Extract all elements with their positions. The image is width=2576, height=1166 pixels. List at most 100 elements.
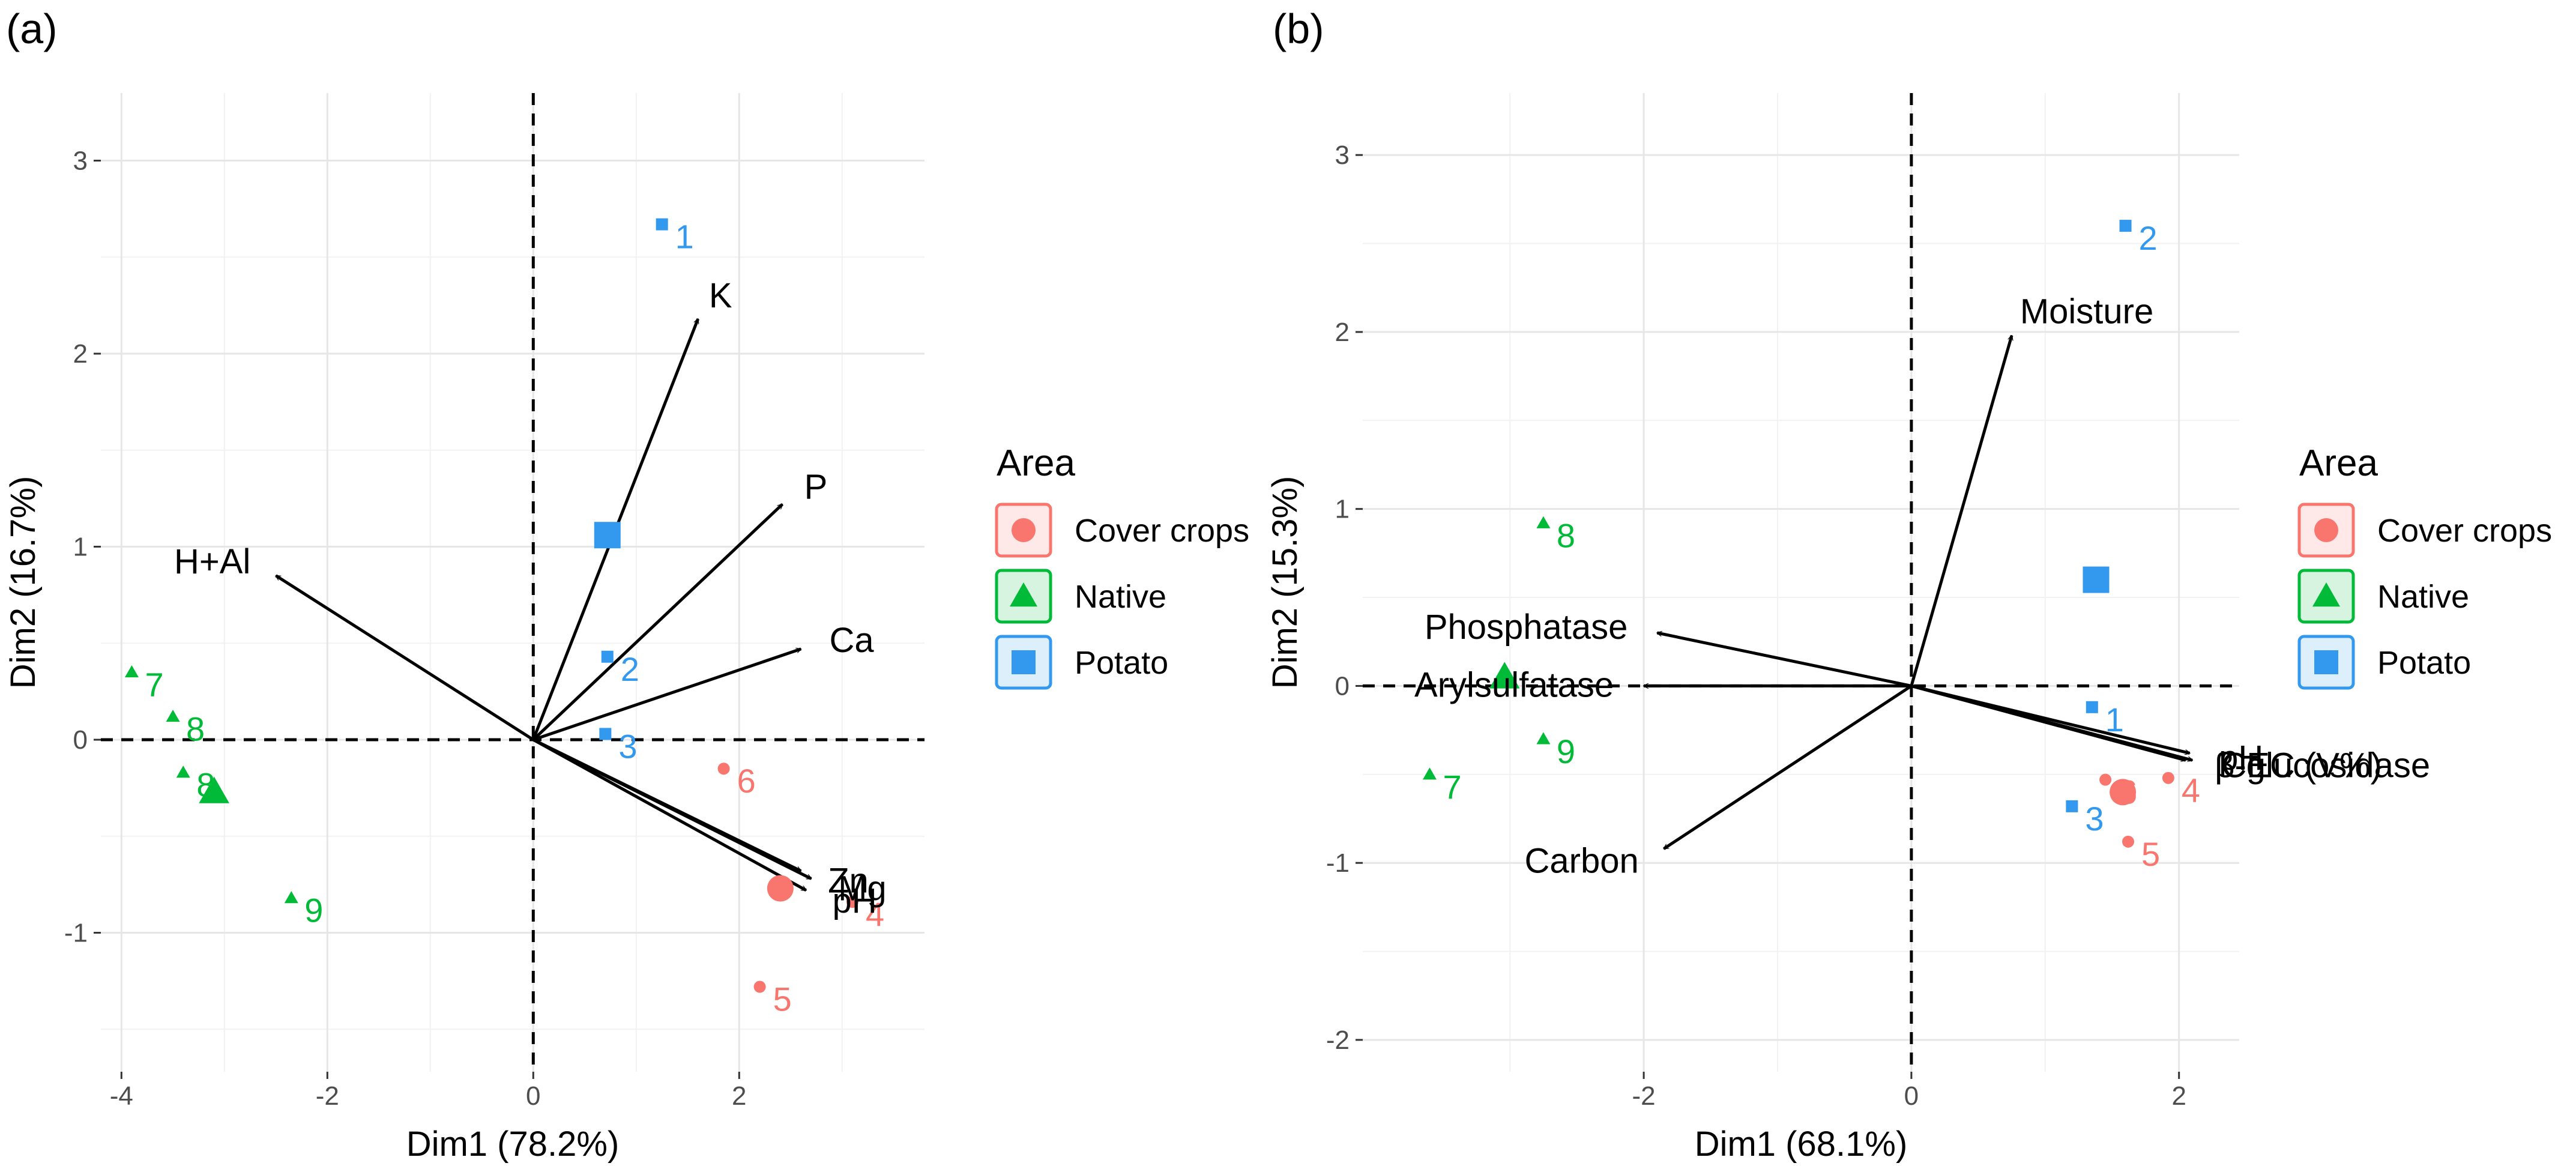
panel2-vector-moisture <box>1910 336 2012 687</box>
panel2-legend-label-potato: Potato <box>2377 645 2471 681</box>
panel1-legend-symbol-cover-crops <box>1012 518 1036 542</box>
panel2-chart: -2 0 2 -2 -1 0 1 2 3 456 8 7 9 2 1 3 Moisture Phosphatase… <box>1265 5 2552 1164</box>
panel2-cover-crops-mean-marker <box>2110 779 2137 806</box>
panel1-vector-label-k: K <box>709 276 732 315</box>
panel1-tick-label-x: -4 <box>110 1081 133 1111</box>
panel1-native-point-label: 8 <box>186 710 205 748</box>
panel1-legend-symbol-native <box>1010 582 1037 607</box>
panel2-vector-label-phosphatase: Phosphatase <box>1425 608 1628 647</box>
panel1-tick-label-x: 2 <box>732 1081 746 1111</box>
panel2-legend-symbol-native <box>2312 582 2340 607</box>
panel1-cover-crops-point <box>846 896 858 908</box>
panel2-potato-point <box>2119 220 2132 232</box>
panel2-native-point <box>1536 516 1551 528</box>
panel2-cover-crops-point <box>2122 835 2134 848</box>
panel2-potato-point <box>2086 701 2098 713</box>
panel1-label: (a) <box>6 5 58 52</box>
panel1-cover-crops-point-label: 4 <box>866 895 884 933</box>
panel1-legend-label-native: Native <box>1075 579 1166 615</box>
panel1-vector-label-p: P <box>804 467 828 506</box>
panel2-potato-point-label: 2 <box>2139 219 2158 257</box>
panel1-x-axis-title: Dim1 (78.2%) <box>406 1125 620 1164</box>
panel2-tick-label-y: 0 <box>1335 671 1350 701</box>
panel1-native-point-label: 9 <box>304 892 323 929</box>
panel1-cover-crops-point <box>753 980 766 993</box>
panel1-cover-crops-point-label: 6 <box>737 762 756 800</box>
panel2-native-point <box>1536 732 1551 745</box>
panel1-cover-crops-point-label: 5 <box>773 980 792 1018</box>
panel1-y-axis-title: Dim2 (16.7%) <box>4 476 43 689</box>
panel1-vector-h-al <box>276 574 534 742</box>
panel1-native-point <box>176 766 190 778</box>
panel2-legend-symbol-potato <box>2314 650 2338 674</box>
panel2-native-point <box>1422 767 1437 780</box>
panel1-potato-point <box>601 650 614 663</box>
panel1-potato-point-label: 3 <box>618 727 637 765</box>
panel2-potato-point <box>2066 800 2078 812</box>
panel2-legend-label-native: Native <box>2377 579 2469 615</box>
panel2-tick-label-x: -2 <box>1632 1081 1656 1111</box>
panel2-native-point-label: 8 <box>1557 516 1575 554</box>
panel1-potato-point <box>656 218 668 231</box>
panel1-legend-label-cover-crops: Cover crops <box>1075 513 1249 549</box>
panel2-legend: Area Cover crops Native Potato <box>2297 443 2552 690</box>
panel2-native-point-label: 7 <box>1443 768 1461 806</box>
panel2-vector-label-cec-v: CEC (V%) <box>2221 746 2381 785</box>
panel1-vector-ca <box>532 647 801 742</box>
panel2-cover-crops-point-label: 4 <box>2182 772 2200 809</box>
panel1-legend-label-potato: Potato <box>1075 645 1168 681</box>
panel1-native-point <box>124 665 139 678</box>
panel1-potato-point-label: 1 <box>675 218 694 256</box>
panel1-vector-label-ca: Ca <box>830 621 875 660</box>
panel2-vector-ph <box>1911 684 2190 753</box>
panel2-cover-crops-point-label: 5 <box>2141 835 2160 873</box>
panel1-tick-label-y: 0 <box>73 725 88 755</box>
panel2-vector-carbon <box>1664 684 1913 850</box>
panel1-chart: -4 -2 0 2-101234567889123KPH+AlCaZnMgpHDim1… <box>4 5 1249 1164</box>
panel2-legend-label-cover-crops: Cover crops <box>2377 513 2552 549</box>
panel2-native-point-label: 9 <box>1557 733 1575 770</box>
panel1-tick-label-y: 1 <box>73 533 88 562</box>
panel2-vector-label-arylsulfatase: Arylsulfatase <box>1414 665 1614 704</box>
panel2-tick-label-y: 2 <box>1335 318 1350 347</box>
panel1-tick-label-y: 2 <box>73 339 88 369</box>
panel1-native-point-label: 8 <box>196 766 215 804</box>
panel2-vector-phosphatase <box>1657 633 1912 687</box>
panel2-cover-crops-point <box>2099 773 2112 786</box>
panel2-tick-label-x: 2 <box>2171 1081 2186 1111</box>
panel1-vector-label-mg: Mg <box>838 869 887 908</box>
panel1-tick-label-x: -2 <box>316 1081 339 1111</box>
panel2-y-axis-title: Dim2 (15.3%) <box>1265 476 1305 689</box>
panel1-legend-title: Area <box>997 443 1075 484</box>
panel1-vector-mg <box>532 738 811 880</box>
panel1-potato-point-label: 2 <box>621 650 639 688</box>
panel1-potato-point <box>599 728 612 740</box>
panel1-native-mean-marker <box>199 776 229 803</box>
panel2-cover-crops-point <box>2162 772 2174 784</box>
panel2-vector-label-glucosidase: β-glucosidase <box>2215 746 2430 785</box>
panel2-native-mean-marker <box>1489 662 1520 689</box>
panel1-native-point <box>166 709 180 722</box>
panel1-tick-label-y: 3 <box>73 147 88 176</box>
panel2-tick-label-y: -1 <box>1326 848 1350 878</box>
panel1-cover-crops-mean-marker <box>767 875 794 902</box>
panel2-tick-label-y: -2 <box>1326 1026 1350 1055</box>
panel2-tick-label-y: 1 <box>1335 495 1350 524</box>
panel2-potato-point-label: 1 <box>2105 701 2124 739</box>
panel2-cover-crops-point-label: 6 <box>2119 773 2137 811</box>
panel1-cover-crops-point <box>717 763 730 775</box>
panel2-potato-point-label: 3 <box>2085 800 2104 838</box>
panel1-tick-label-x: 0 <box>526 1081 540 1111</box>
panel1-potato-mean-marker <box>594 522 621 549</box>
panel1-legend-symbol-potato <box>1012 650 1036 674</box>
panel1-native-point-label: 7 <box>145 665 163 703</box>
panel2-tick-label-y: 3 <box>1335 140 1350 170</box>
panel2-vector-label-moisture: Moisture <box>2020 292 2153 331</box>
panel1-vector-ph <box>532 738 806 892</box>
panel2-vector-label-ph: pH <box>2219 739 2263 778</box>
panel1-vector-p <box>532 503 784 741</box>
panel1-vector-label-zn: Zn <box>828 861 869 900</box>
panel2-tick-label-x: 0 <box>1904 1081 1919 1111</box>
